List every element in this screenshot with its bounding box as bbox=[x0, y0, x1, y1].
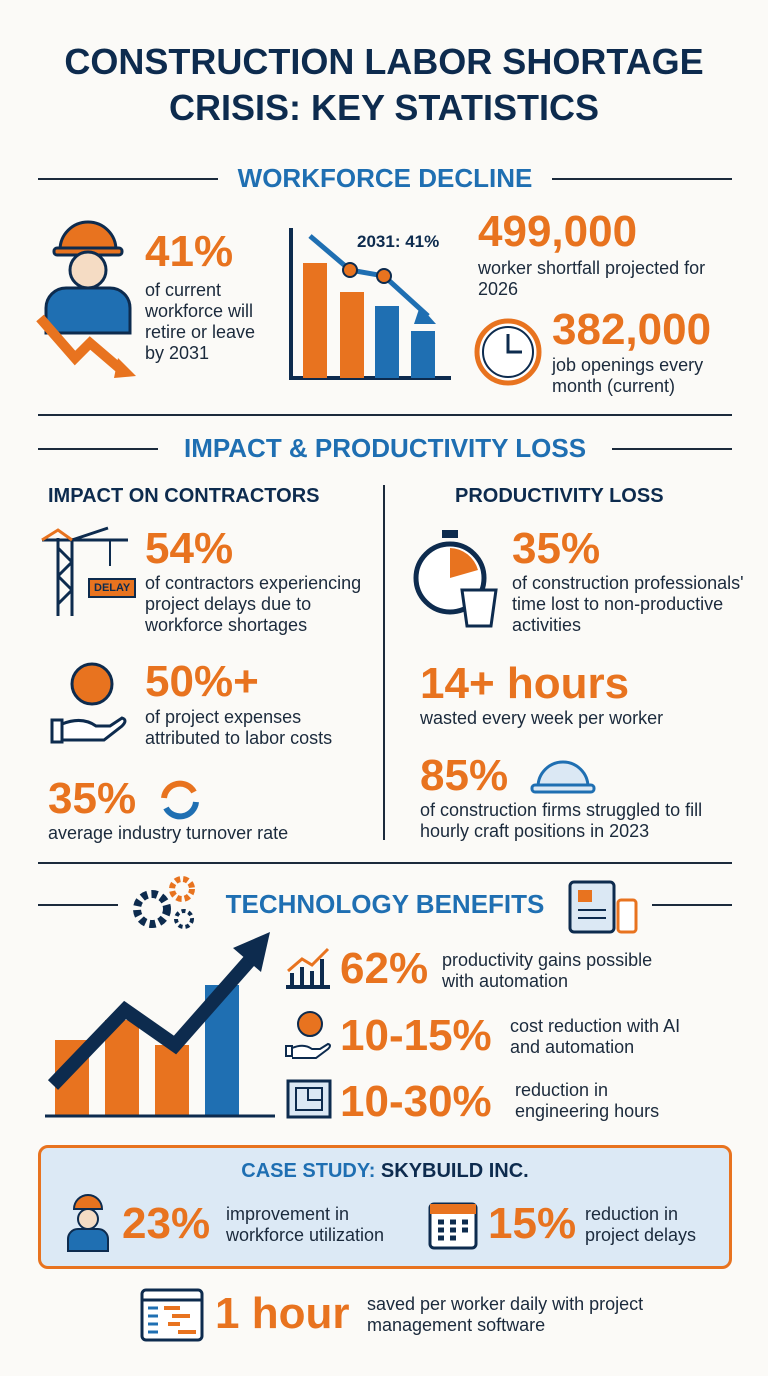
title-line: CRISIS: KEY STATISTICS bbox=[168, 87, 600, 128]
stat-text: of current workforce will retire or leav… bbox=[145, 280, 256, 363]
stat-text: improvement in workforce utilization bbox=[226, 1204, 385, 1245]
stat-text: worker shortfall projected for 2026 bbox=[478, 258, 706, 299]
case-study-label: CASE STUDY: bbox=[241, 1160, 376, 1182]
hardhat-icon bbox=[530, 760, 596, 794]
stat: 382,000 bbox=[552, 305, 712, 354]
rule bbox=[552, 178, 732, 180]
stat: 14+ hours bbox=[420, 659, 630, 708]
stat-text: reduction in project delays bbox=[585, 1204, 697, 1245]
stat: 35% bbox=[48, 774, 137, 823]
crane-icon bbox=[41, 526, 128, 616]
section-heading: TECHNOLOGY BENEFITS bbox=[225, 889, 545, 919]
stat-text: saved per worker daily with project mana… bbox=[367, 1294, 644, 1335]
stopwatch-icon bbox=[413, 530, 498, 628]
case-study-company: SKYBUILD INC. bbox=[380, 1160, 529, 1182]
stat-text: of construction professionals' time lost… bbox=[512, 573, 744, 635]
stat: 499,000 bbox=[478, 207, 638, 256]
stat: 35% bbox=[512, 524, 601, 573]
decline-chart-icon bbox=[289, 228, 451, 380]
growth-chart-icon bbox=[45, 932, 275, 1118]
clock-icon bbox=[474, 318, 542, 386]
rule bbox=[652, 904, 732, 906]
sub-heading: IMPACT ON CONTRACTORS bbox=[48, 485, 320, 507]
stat-text: of project expenses attributed to labor … bbox=[145, 707, 333, 748]
stat: 10-15% bbox=[340, 1011, 492, 1060]
stat-text: productivity gains possible with automat… bbox=[442, 950, 653, 991]
stat-text: wasted every week per worker bbox=[420, 708, 664, 728]
calendar-icon bbox=[428, 1202, 478, 1250]
chart-label: 2031: 41% bbox=[357, 232, 440, 251]
money-hand-icon bbox=[50, 662, 127, 744]
rule bbox=[38, 448, 158, 450]
devices-icon bbox=[568, 880, 638, 934]
stat-text: reduction in engineering hours bbox=[515, 1080, 660, 1121]
section-heading: WORKFORCE DECLINE bbox=[237, 163, 533, 193]
worker-icon bbox=[36, 220, 136, 378]
stat: 1 hour bbox=[215, 1289, 350, 1338]
rule bbox=[38, 414, 732, 416]
stat-text: job openings every month (current) bbox=[552, 355, 704, 396]
stat: 85% bbox=[420, 751, 509, 800]
blueprint-icon bbox=[286, 1079, 332, 1119]
bars-icon bbox=[286, 947, 330, 989]
section-heading: IMPACT & PRODUCTIVITY LOSS bbox=[183, 433, 587, 463]
rule bbox=[612, 448, 732, 450]
rule bbox=[38, 862, 732, 864]
stat-text: of construction firms struggled to fill … bbox=[420, 800, 703, 841]
stat: 23% bbox=[122, 1199, 211, 1248]
delay-sign: DELAY bbox=[88, 578, 137, 598]
divider bbox=[383, 485, 385, 840]
stat: 10-30% bbox=[340, 1077, 492, 1126]
stat-text: average industry turnover rate bbox=[48, 823, 289, 843]
stat: 62% bbox=[340, 944, 429, 993]
rule bbox=[38, 904, 118, 906]
worker-icon bbox=[67, 1194, 109, 1252]
stat: 41% bbox=[145, 227, 234, 276]
title-line: CONSTRUCTION LABOR SHORTAGE bbox=[64, 41, 704, 82]
sub-heading: PRODUCTIVITY LOSS bbox=[455, 485, 664, 507]
turnover-icon bbox=[161, 780, 199, 820]
stat: 50%+ bbox=[145, 657, 259, 706]
stat: 15% bbox=[488, 1199, 577, 1248]
stat-text: cost reduction with AI and automation bbox=[510, 1016, 681, 1057]
software-icon bbox=[140, 1288, 204, 1342]
money-hand-icon bbox=[285, 1011, 331, 1059]
case-study-box bbox=[38, 1145, 732, 1269]
rule bbox=[38, 178, 218, 180]
case-study-heading: CASE STUDY: SKYBUILD INC. bbox=[38, 1160, 732, 1183]
stat-text: of contractors experiencing project dela… bbox=[145, 573, 362, 635]
gears-icon bbox=[133, 876, 195, 929]
stat: 54% bbox=[145, 524, 234, 573]
